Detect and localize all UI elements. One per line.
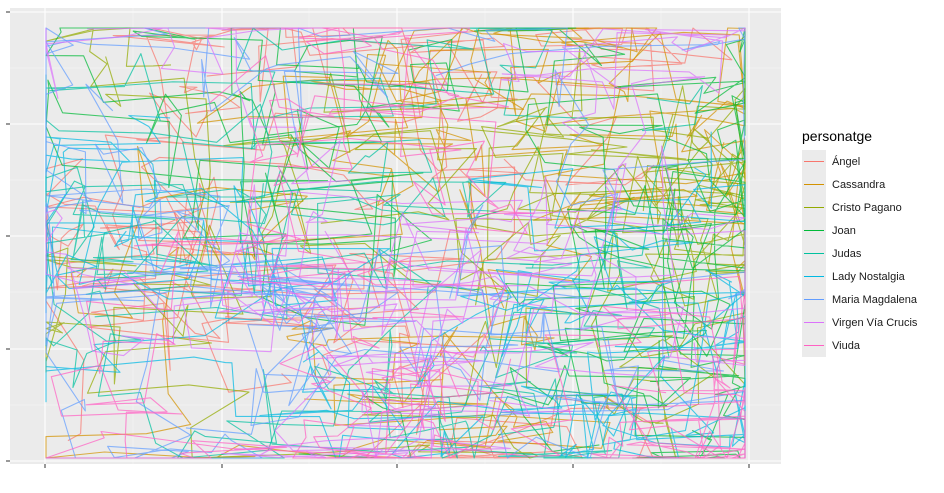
- series-path-virgen-v-a-crucis: [45, 27, 746, 314]
- legend-swatch: [804, 207, 824, 209]
- legend-label: Cristo Pagano: [832, 201, 902, 214]
- series-path-lady-nostalgia: [460, 167, 746, 436]
- legend-label: Joan: [832, 224, 856, 237]
- series-layer: [45, 27, 746, 459]
- legend-key: [802, 150, 826, 173]
- series-path-virgen-v-a-crucis: [218, 145, 746, 459]
- series-path-virgen-v-a-crucis: [221, 184, 573, 459]
- legend-label: Ángel: [832, 155, 861, 168]
- series-path-judas: [45, 166, 670, 459]
- legend-label: Judas: [832, 247, 862, 260]
- legend-label: Viuda: [832, 339, 860, 352]
- legend-key: [802, 311, 826, 334]
- legend-swatch: [804, 161, 824, 163]
- legend-swatch: [804, 184, 824, 186]
- legend-title: personatge: [802, 128, 873, 144]
- legend-label: Maria Magdalena: [832, 293, 917, 306]
- legend-item: Cristo Pagano: [802, 196, 917, 219]
- axis-ticks: [6, 11, 750, 468]
- legend-item: Cassandra: [802, 173, 917, 196]
- legend-swatch: [804, 322, 824, 324]
- series-path-judas: [236, 27, 588, 436]
- legend-item: Judas: [802, 242, 917, 265]
- series-path-maria-magdalena: [45, 27, 746, 406]
- legend-key: [802, 334, 826, 357]
- legend-key: [802, 196, 826, 219]
- series-path-cristo-pagano: [45, 27, 539, 459]
- legend-item: Ángel: [802, 150, 917, 173]
- series-path-virgen-v-a-crucis: [45, 176, 637, 357]
- series-path-viuda: [45, 230, 512, 459]
- legend-key: [802, 219, 826, 242]
- series-path-maria-magdalena: [46, 83, 592, 401]
- legend-swatch: [804, 253, 824, 255]
- legend-key: [802, 265, 826, 288]
- series-path-maria-magdalena: [247, 263, 746, 459]
- legend-item: Maria Magdalena: [802, 288, 917, 311]
- legend-item: Lady Nostalgia: [802, 265, 917, 288]
- legend-key: [802, 288, 826, 311]
- legend-swatch: [804, 345, 824, 347]
- legend-item: Joan: [802, 219, 917, 242]
- legend-label: Cassandra: [832, 178, 886, 191]
- series-path-judas: [94, 248, 627, 459]
- legend-items: Ángel Cassandra Cristo Pagano Joan Judas Lady…: [802, 150, 917, 357]
- legend-label: Virgen Vía Crucis: [832, 316, 918, 329]
- series-path-viuda: [133, 37, 746, 459]
- legend-swatch: [804, 230, 824, 232]
- legend-label: Lady Nostalgia: [832, 270, 905, 283]
- legend-swatch: [804, 276, 824, 278]
- legend-key: [802, 173, 826, 196]
- legend-item: Viuda: [802, 334, 917, 357]
- legend-swatch: [804, 299, 824, 301]
- legend-item: Virgen Vía Crucis: [802, 311, 917, 334]
- legend-key: [802, 242, 826, 265]
- series-path-viuda: [258, 27, 535, 398]
- legend: personatge Ángel Cassandra Cristo Pagano Jo…: [802, 128, 917, 357]
